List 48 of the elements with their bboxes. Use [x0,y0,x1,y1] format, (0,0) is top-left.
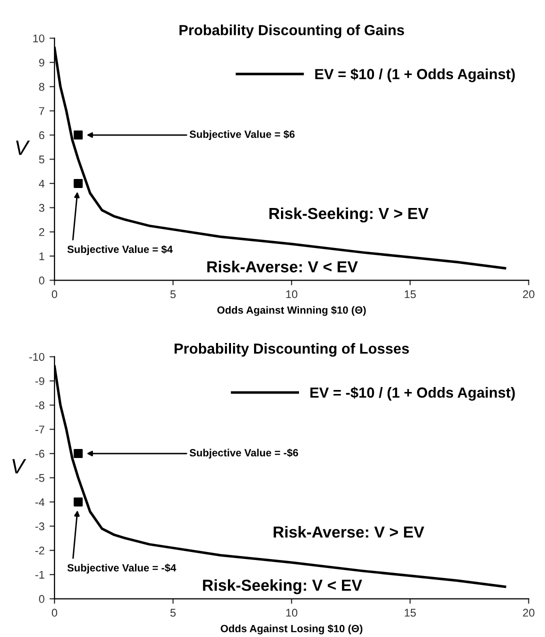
y-tick-label: -10 [29,352,44,361]
y-tick-label: -8 [35,401,44,410]
legend-label: EV = $10 / (1 + Odds Against) [315,68,515,82]
annotation: Subjective Value = -$4 [67,564,176,574]
annotation: Subjective Value = $4 [67,245,173,256]
x-tick-label: 20 [523,608,534,617]
y-tick-label: 8 [39,82,44,91]
y-tick-label: -3 [35,522,44,530]
annotation: Risk-Seeking: V > EV [269,207,428,222]
chart-title: Probability Discounting of Gains [180,24,404,38]
y-tick-label: 1 [39,252,44,260]
y-tick-label: 0 [39,276,44,284]
y-axis-title: V [12,459,26,474]
x-tick-label: 10 [286,608,298,617]
y-tick-label: 9 [39,58,44,67]
x-tick-label: 5 [170,290,176,298]
x-axis-title: Odds Against Losing $10 (Θ) [220,624,362,634]
y-tick-label: 5 [39,156,44,164]
chart-title: Probability Discounting of Losses [174,343,409,357]
y-tick-label: 10 [33,34,44,42]
y-tick-label: -1 [35,570,44,579]
x-tick-label: 15 [404,608,416,617]
y-tick-label: 6 [39,131,44,140]
y-axis-title: V [16,140,30,155]
y-tick-label: -2 [35,546,44,554]
y-tick-label: -9 [35,377,44,386]
y-tick-label: -4 [35,498,44,506]
x-tick-label: 0 [52,290,58,298]
y-tick-label: 0 [39,595,44,603]
x-tick-label: 5 [170,608,176,617]
annotation: Subjective Value = -$6 [190,448,298,458]
x-tick-label: 10 [286,290,298,298]
annotation: Risk-Averse: V > EV [274,526,424,538]
x-tick-label: 20 [523,290,534,298]
x-tick-label: 0 [52,608,58,617]
annotation: Subjective Value = $6 [190,130,295,140]
x-axis-title: Odds Against Winning $10 (Θ) [217,306,366,316]
annotation: Risk-Averse: V < EV [207,260,358,272]
y-tick-label: 3 [39,204,44,212]
y-tick-label: -5 [35,474,44,482]
y-tick-label: 7 [39,107,44,115]
y-tick-label: 4 [38,180,44,188]
y-tick-label: 2 [39,228,44,236]
y-tick-label: -7 [35,426,44,434]
legend-label: EV = -$10 / (1 + Odds Against) [310,386,515,401]
x-tick-label: 15 [404,290,416,298]
annotation: Risk-Seeking: V < EV [203,579,362,594]
y-tick-label: -6 [35,450,44,458]
